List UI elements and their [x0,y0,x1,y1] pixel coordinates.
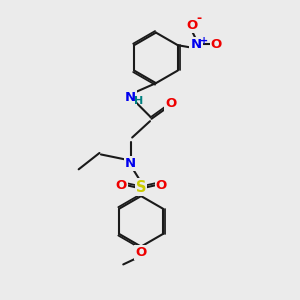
Text: N: N [125,157,136,170]
Text: H: H [134,96,143,106]
Text: O: O [165,98,176,110]
Text: S: S [136,180,146,195]
Text: -: - [196,12,202,25]
Text: O: O [115,178,127,192]
Text: O: O [186,19,197,32]
Text: +: + [200,36,208,46]
Text: N: N [125,92,136,104]
Text: O: O [136,246,147,259]
Text: N: N [190,38,202,51]
Text: O: O [156,178,167,192]
Text: O: O [211,38,222,51]
